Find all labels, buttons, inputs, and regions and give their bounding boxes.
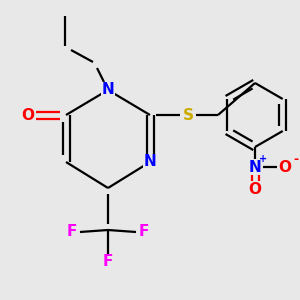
Text: S: S [182, 107, 194, 122]
Text: N: N [249, 160, 261, 175]
Text: F: F [103, 254, 113, 269]
Text: O: O [278, 160, 292, 175]
Text: F: F [139, 224, 149, 239]
Text: N: N [144, 154, 156, 169]
Text: N: N [102, 82, 114, 98]
Text: +: + [259, 154, 267, 164]
Text: F: F [67, 224, 77, 239]
Text: O: O [248, 182, 262, 196]
Text: O: O [22, 107, 34, 122]
Text: -: - [293, 152, 298, 166]
